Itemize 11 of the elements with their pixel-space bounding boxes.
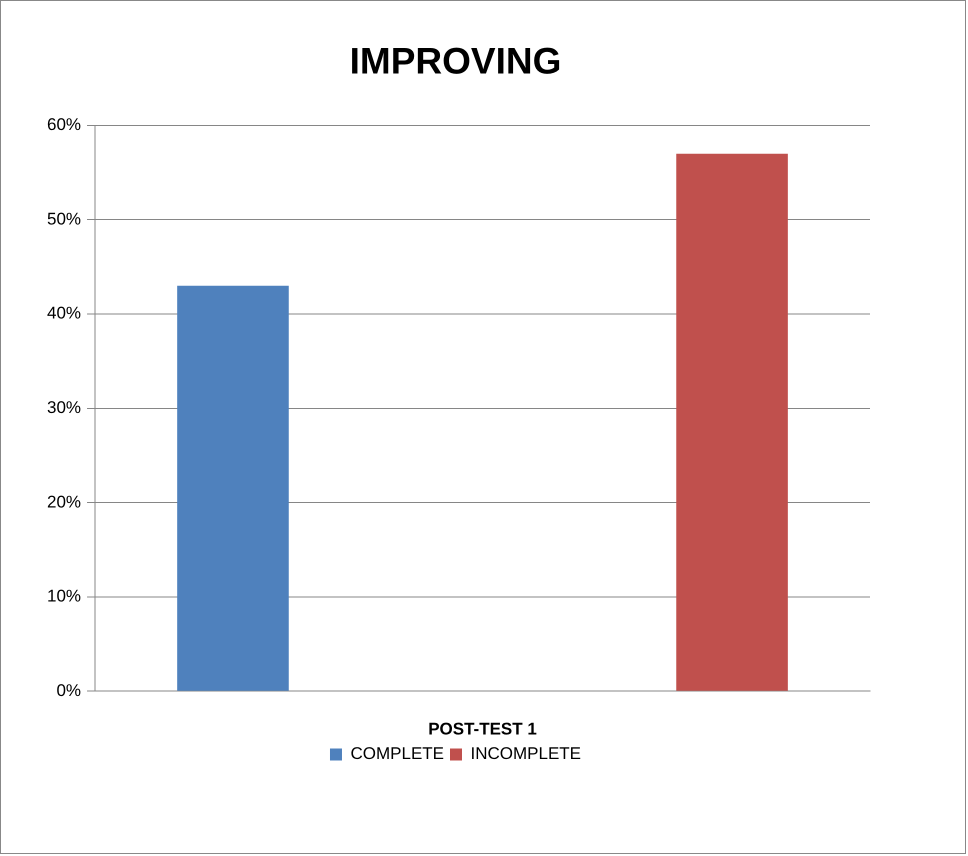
y-tick-label: 10% [46,586,82,606]
y-tick-label: 50% [46,209,82,228]
y-tick-label: 40% [46,304,82,323]
x-axis-title: POST-TEST 1 [428,719,537,738]
y-tick-label: 60% [46,115,82,134]
y-tick-label: 0% [56,680,82,700]
legend-label: INCOMPLETE [470,744,582,764]
y-tick-label: 20% [46,492,82,512]
y-tick-label: 30% [46,398,82,417]
legend-label: COMPLETE [350,744,444,764]
chart-title: IMPROVING [350,40,562,82]
